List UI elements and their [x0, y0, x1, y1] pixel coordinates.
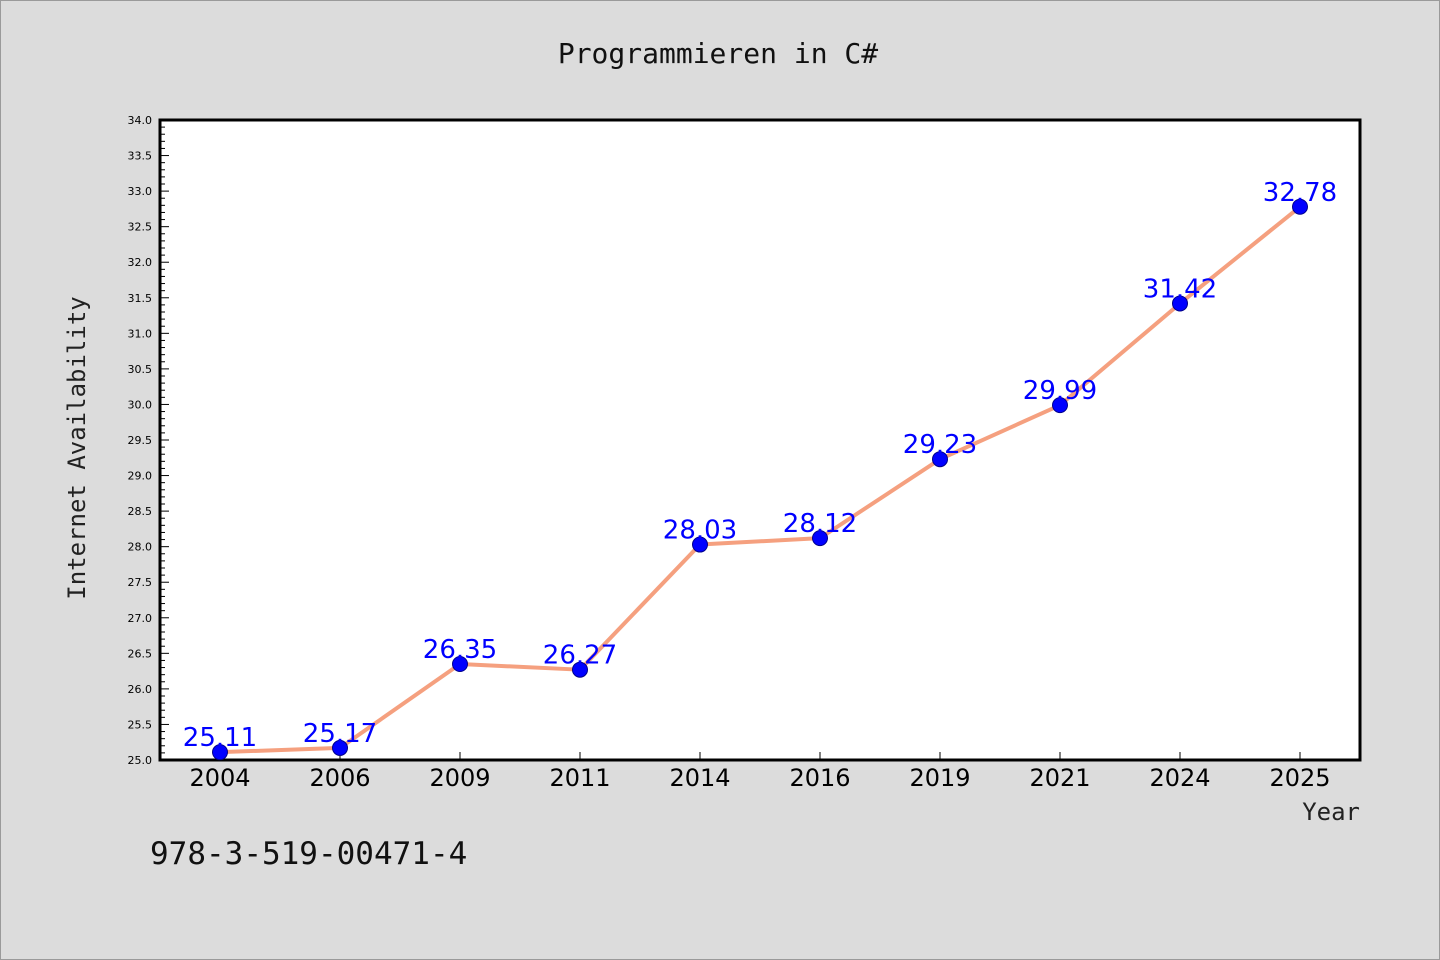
y-tick-label: 25.0: [128, 754, 153, 767]
data-label: 28.03: [663, 516, 737, 546]
data-label: 29.99: [1023, 376, 1097, 406]
data-point: [572, 661, 588, 678]
x-tick-label: 2009: [429, 764, 490, 792]
data-label: 25.11: [183, 723, 257, 753]
y-tick-label: 28.0: [128, 541, 153, 554]
y-tick-label: 31.0: [128, 327, 153, 340]
y-tick-label: 26.0: [128, 683, 153, 696]
y-tick-label: 28.5: [128, 505, 153, 518]
data-label: 25.17: [303, 719, 377, 749]
y-axis-title: Internet Availability: [63, 296, 91, 599]
x-tick-label: 2016: [789, 764, 850, 792]
x-tick-label: 2021: [1029, 764, 1090, 792]
data-point: [1172, 295, 1188, 312]
data-point: [332, 739, 348, 756]
y-tick-label: 32.0: [128, 256, 153, 269]
data-label: 26.27: [543, 641, 617, 671]
series-line: [219, 205, 1302, 755]
x-tick-label: 2014: [669, 764, 730, 792]
y-tick-label: 27.5: [128, 576, 153, 589]
footer-note: 978-3-519-00471-4: [150, 836, 467, 872]
data-point: [1052, 397, 1068, 414]
data-point: [1292, 198, 1308, 215]
x-tick-label: 2011: [549, 764, 610, 792]
data-label: 32.78: [1263, 178, 1337, 208]
data-point: [812, 530, 828, 547]
x-axis-title: Year: [1302, 798, 1360, 826]
x-axis: 2004 2006 2009 2011 2014 2016 2019 2021 2024 2025: [189, 752, 1331, 792]
y-tick-label: 29.5: [128, 434, 153, 447]
data-point: [452, 656, 468, 672]
y-tick-label: 31.5: [128, 292, 153, 305]
y-tick-label: 26.5: [128, 647, 153, 660]
x-tick-label: 2006: [309, 764, 370, 792]
series-layer: 25.11 25.17 26.35 26.27 28.03 28.12 29.23 29.99…: [183, 178, 1337, 761]
y-tick-label: 33.5: [128, 150, 153, 163]
data-point: [212, 744, 228, 761]
data-label: 29.23: [903, 430, 977, 460]
y-tick-label: 25.5: [128, 718, 153, 731]
x-tick-label: 2024: [1149, 764, 1210, 792]
y-tick-label: 34.0: [128, 114, 153, 127]
y-axis: 25.0 25.5 26.0 26.5 27.0 27.5 28.0 28.5 29.0 29.5…: [128, 114, 169, 767]
x-tick-label: 2004: [189, 764, 250, 792]
data-point: [692, 536, 708, 553]
chart-title: Programmieren in C#: [558, 37, 878, 70]
data-label: 28.12: [783, 509, 857, 539]
data-point: [932, 451, 948, 468]
y-tick-label: 33.0: [128, 185, 153, 198]
y-tick-label: 29.0: [128, 470, 153, 483]
data-label: 26.35: [423, 635, 497, 665]
data-label: 31.42: [1143, 274, 1217, 304]
y-tick-label: 27.0: [128, 612, 153, 625]
x-tick-label: 2025: [1269, 764, 1330, 792]
x-tick-label: 2019: [909, 764, 970, 792]
plot-area: [158, 118, 1362, 762]
y-tick-label: 30.5: [128, 363, 153, 376]
y-tick-label: 32.5: [128, 221, 153, 234]
y-tick-label: 30.0: [128, 398, 153, 411]
